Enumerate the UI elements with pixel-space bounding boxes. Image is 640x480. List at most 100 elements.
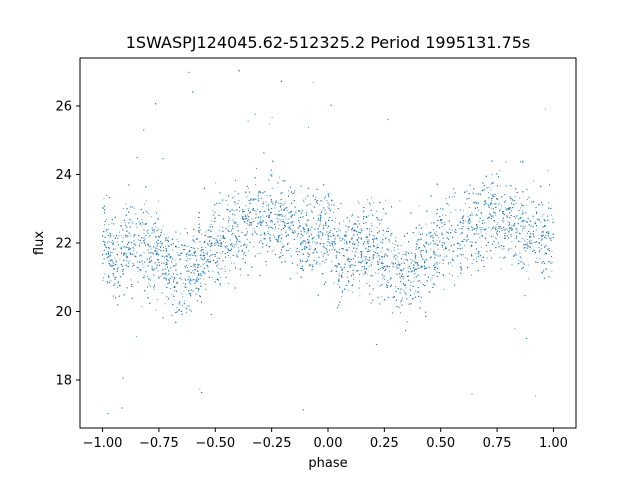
- data-point: [144, 239, 146, 241]
- data-point: [429, 243, 431, 245]
- data-point: [342, 220, 344, 222]
- data-point: [451, 265, 453, 267]
- data-point: [294, 189, 296, 191]
- data-point: [478, 209, 480, 211]
- data-point: [545, 234, 546, 236]
- data-point: [246, 233, 248, 235]
- data-point: [327, 206, 329, 208]
- data-point: [108, 261, 110, 263]
- data-point: [467, 239, 469, 241]
- data-point: [420, 301, 422, 303]
- data-point: [443, 256, 445, 258]
- data-point: [455, 209, 457, 211]
- data-point: [153, 288, 155, 290]
- data-point: [233, 262, 235, 264]
- data-point: [551, 250, 553, 252]
- data-point: [369, 250, 371, 251]
- data-point: [269, 238, 271, 240]
- data-point: [466, 240, 468, 242]
- data-point: [145, 200, 147, 202]
- data-point: [215, 182, 217, 184]
- data-point: [234, 190, 236, 192]
- data-point: [215, 238, 217, 240]
- data-point: [215, 279, 217, 280]
- data-point: [448, 263, 450, 265]
- data-point: [370, 223, 372, 225]
- data-point: [326, 245, 328, 246]
- data-point: [490, 207, 492, 209]
- data-point: [372, 258, 374, 260]
- data-point: [247, 224, 249, 226]
- data-point: [249, 220, 250, 222]
- data-point: [147, 233, 149, 234]
- data-point: [372, 250, 374, 252]
- data-point: [229, 257, 231, 259]
- data-point: [396, 274, 398, 275]
- data-point: [136, 267, 138, 269]
- data-point: [322, 255, 324, 257]
- data-point: [244, 244, 246, 246]
- data-point: [264, 232, 266, 233]
- data-point: [338, 280, 340, 282]
- data-point: [267, 230, 269, 232]
- data-point: [267, 203, 269, 205]
- data-point: [328, 235, 330, 236]
- data-point: [274, 207, 276, 209]
- data-point: [167, 236, 169, 238]
- data-point: [281, 234, 283, 236]
- data-point: [245, 205, 247, 207]
- data-point: [268, 208, 270, 210]
- data-point: [540, 221, 541, 223]
- data-point: [253, 246, 255, 248]
- data-point: [449, 228, 451, 230]
- data-point: [326, 212, 328, 214]
- data-point: [464, 257, 466, 259]
- data-point: [491, 174, 493, 176]
- data-point: [253, 230, 255, 232]
- data-point: [330, 235, 332, 237]
- data-point: [337, 230, 339, 232]
- data-point: [436, 231, 437, 233]
- data-point: [233, 244, 235, 246]
- data-point: [339, 238, 341, 240]
- data-point: [516, 230, 518, 232]
- data-point: [183, 290, 185, 292]
- data-point: [417, 267, 418, 269]
- data-point: [405, 287, 407, 289]
- data-point: [354, 261, 356, 263]
- data-point: [199, 278, 201, 279]
- data-point: [157, 219, 159, 221]
- data-point: [187, 267, 188, 269]
- data-point: [129, 251, 131, 253]
- data-point: [136, 336, 138, 338]
- data-point: [187, 305, 189, 307]
- data-point: [269, 123, 271, 125]
- data-point: [113, 241, 115, 243]
- data-point: [125, 203, 127, 205]
- data-point: [269, 221, 271, 223]
- data-point: [109, 254, 111, 256]
- data-point: [131, 221, 133, 223]
- data-point: [437, 244, 439, 245]
- data-point: [521, 268, 523, 270]
- data-point: [113, 276, 115, 278]
- data-point: [540, 248, 542, 249]
- data-point: [281, 199, 283, 201]
- data-point: [541, 238, 543, 240]
- data-point: [471, 262, 473, 264]
- data-point: [548, 202, 550, 204]
- data-point: [216, 257, 218, 259]
- data-point: [440, 208, 441, 210]
- data-point: [162, 242, 163, 244]
- data-point: [490, 194, 492, 196]
- data-point: [228, 222, 230, 224]
- data-point: [479, 236, 481, 238]
- data-point: [346, 240, 348, 242]
- data-point: [342, 238, 344, 240]
- data-point: [148, 252, 150, 254]
- data-point: [143, 266, 145, 268]
- data-point: [305, 242, 306, 244]
- data-point: [501, 205, 503, 207]
- data-point: [182, 296, 184, 298]
- data-point: [238, 250, 240, 251]
